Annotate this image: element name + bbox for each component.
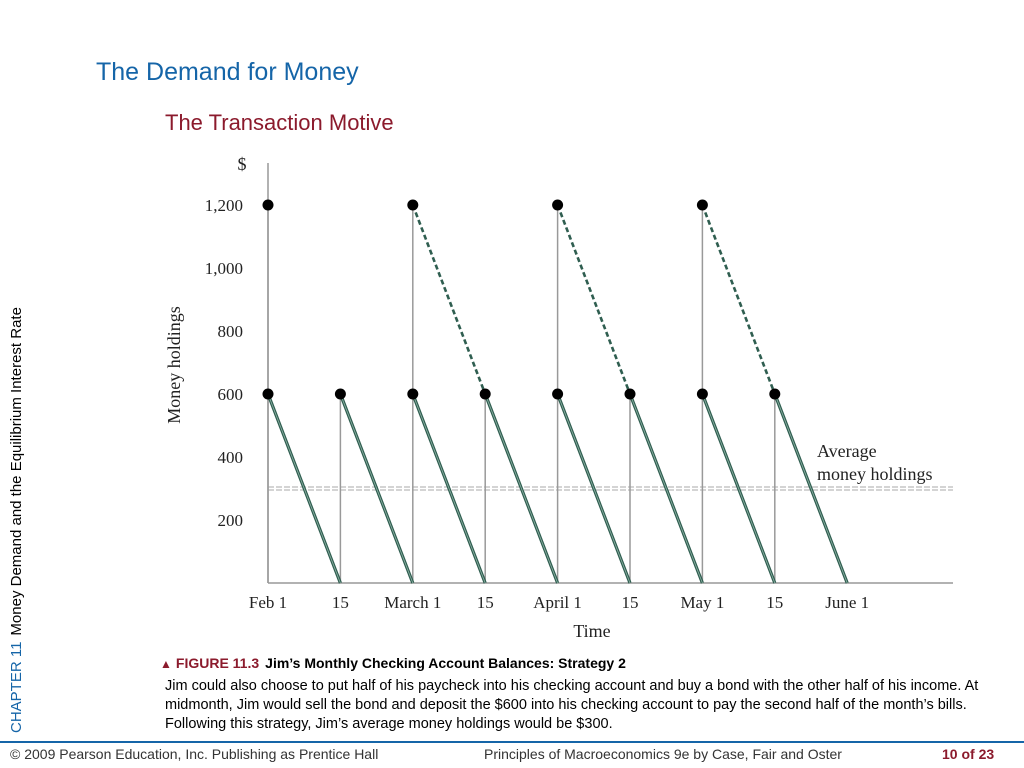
data-point [407,388,419,400]
data-point [696,199,708,211]
data-point [552,199,564,211]
x-tick-label: May 1 [680,593,724,612]
footer-divider [0,741,1024,743]
total-holdings-dashed-segment [556,204,632,395]
data-point [769,388,781,400]
chapter-side-label: CHAPTER 11 Money Demand and the Equilibri… [8,193,25,733]
y-tick-label: 1,200 [205,196,243,215]
chapter-number: CHAPTER 11 [8,641,25,733]
money-holdings-chart: 200 400 600 800 1,000 1,200 $ Money holdings Feb… [164,154,953,641]
y-tick-label: 800 [218,322,244,341]
x-tick-label: June 1 [825,593,869,612]
total-holdings-dashed-segment [701,204,777,395]
x-tick-label: April 1 [533,593,582,612]
data-point [262,388,274,400]
average-label: money holdings [817,464,933,484]
data-point [334,388,346,400]
checking-balance-segment-highlight [629,393,703,584]
data-point [407,199,419,211]
x-axis-label: Time [573,621,610,641]
y-tick-label: 600 [218,385,244,404]
chapter-title: Money Demand and the Equilibrium Interes… [8,307,25,636]
checking-balance-segment-highlight [412,393,486,584]
average-label: Average [817,441,877,461]
data-point [262,199,274,211]
data-point [624,388,636,400]
x-tick-label: 15 [766,593,783,612]
y-tick-label: 1,000 [205,259,243,278]
x-tick-label: Feb 1 [249,593,287,612]
y-unit-label: $ [238,154,247,174]
figure-caption-heading: ▲ FIGURE 11.3 Jim’s Monthly Checking Accou… [160,655,1010,671]
total-holdings-dashed-segment [411,204,487,395]
checking-balance-segment-highlight [340,393,414,584]
checking-balance-segment-highlight [557,393,631,584]
chart-marks [262,163,953,584]
figure-number: FIGURE 11.3 [175,655,260,671]
x-tick-label: 15 [622,593,639,612]
footer-book-title: Principles of Macroeconomics 9e by Case,… [484,746,842,762]
chart-labels: 200 400 600 800 1,000 1,200 $ Money holdings Feb… [164,154,933,641]
checking-balance-segment-highlight [267,393,341,584]
checking-balance-segment-highlight [484,393,558,584]
y-axis-label: Money holdings [164,306,184,424]
y-tick-label: 400 [218,448,244,467]
y-tick-label: 200 [218,511,244,530]
x-tick-label: March 1 [384,593,441,612]
figure-description: Jim could also choose to put half of his… [165,678,979,732]
figure-caption: ▲ FIGURE 11.3 Jim’s Monthly Checking Accou… [160,655,1010,734]
footer-page-number: 10 of 23 [942,746,995,762]
checking-balance-segment-highlight [702,393,776,584]
figure-title: Jim’s Monthly Checking Account Balances:… [265,655,626,671]
x-tick-label: 15 [477,593,494,612]
data-point [696,388,708,400]
page-subtitle: The Transaction Motive [165,110,394,135]
x-tick-label: 15 [332,593,349,612]
footer: © 2009 Pearson Education, Inc. Publishin… [0,746,1024,766]
footer-copyright: © 2009 Pearson Education, Inc. Publishin… [10,746,379,762]
data-point [479,388,491,400]
triangle-icon: ▲ [160,657,172,671]
data-point [552,388,564,400]
page-title: The Demand for Money [96,58,359,86]
checking-balance-segment-highlight [774,393,848,584]
